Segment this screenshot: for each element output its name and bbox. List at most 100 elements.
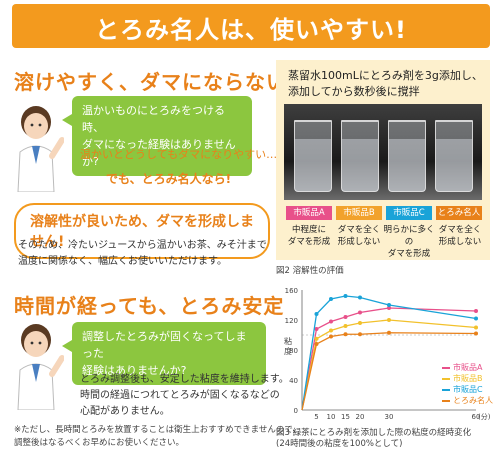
legend-label: 市販品B: [453, 374, 483, 383]
desc-line: ダマを形成: [287, 237, 331, 247]
series-point: [314, 336, 319, 341]
x-unit-label: (分): [478, 412, 490, 421]
caption-line: 蒸留水100mLにとろみ剤を3g添加し、: [288, 69, 483, 82]
series-point: [343, 294, 348, 298]
glass-d: [435, 120, 473, 192]
legend-swatch: [442, 399, 450, 402]
series-point: [329, 297, 333, 301]
bubble-line: 調整したとろみが固くなってしまった: [82, 330, 247, 360]
desc-line: ダマを全く: [438, 225, 482, 235]
body-line: 温度に関係なく、幅広くお使いいただけます。: [18, 256, 227, 267]
series-point: [329, 334, 333, 339]
viscosity-chart: 0 40 80 120 160 5 10 15 20 30 60(分) 粘度: [284, 287, 490, 421]
dama-text: 温かいとどうしてもダマになりやすい…: [80, 148, 278, 161]
legend-item: 市販品C: [442, 384, 493, 395]
section2-body: とろみ調整後も、安定した粘度を維持します。 時間の経過につれてとろみが固くなるな…: [80, 372, 289, 420]
legend-label: 市販品C: [453, 385, 483, 394]
doctor-illustration-2: [17, 324, 64, 410]
section1-body: そのため、冷たいジュースから温かいお茶、みそ汁まで 温度に関係なく、幅広くお使い…: [18, 238, 267, 270]
y-tick-label: 80: [289, 347, 298, 355]
question-bubble-1: 温かいものにとろみをつける時、 ダマになった経験はありませんか?: [62, 96, 252, 176]
doctor-illustration: [17, 106, 64, 192]
series-point: [474, 325, 478, 330]
solubility-callout: 溶解性が良いため、ダマを形成しません!: [14, 203, 270, 259]
x-tick-label: 5: [314, 413, 318, 421]
x-tick-label: 20: [356, 413, 365, 421]
series-point: [343, 315, 348, 319]
series-point: [387, 303, 391, 307]
series-point: [387, 306, 391, 310]
tag-d-desc: ダマを全く 形成しない: [434, 224, 486, 248]
y-tick-label: 40: [289, 377, 298, 385]
series-point: [314, 312, 319, 316]
legend-item: 市販品A: [442, 362, 493, 373]
caption-line: 図3 緑茶にとろみ剤を添加した際の粘度の経時変化: [276, 428, 472, 438]
caption-line: (24時間後の粘度を100%として): [276, 439, 403, 449]
tag-c-desc: 明らかに多くの ダマを形成: [380, 224, 438, 260]
section1-heading: 溶けやすく、ダマにならない: [14, 70, 287, 94]
body-line: 心配がありません。: [80, 406, 170, 417]
series-point: [474, 316, 478, 321]
x-tick-label: 30: [385, 413, 394, 421]
bubble-line: 経験はありませんか?: [82, 364, 187, 377]
series-point: [358, 310, 362, 315]
tag-c: 市販品C: [386, 206, 432, 220]
series-point: [387, 318, 391, 322]
burst-text: でも、とろみ名人なら!: [106, 172, 232, 186]
y-tick-label: 120: [285, 317, 298, 325]
bubble-line: ダマになった経験はありませんか?: [82, 138, 236, 168]
section2-heading: 時間が経っても、とろみ安定: [14, 294, 285, 318]
body-line: そのため、冷たいジュースから温かいお茶、みそ汁まで: [18, 240, 267, 251]
series-point: [343, 332, 348, 337]
tag-d: とろみ名人: [436, 206, 482, 220]
glass-c: [388, 120, 426, 192]
y-axis-label: 粘度: [284, 336, 292, 356]
series-point: [329, 319, 333, 324]
legend-swatch: [442, 366, 450, 369]
chart-legend: 市販品A 市販品B 市販品C とろみ名人: [442, 362, 493, 406]
tag-a: 市販品A: [286, 206, 332, 220]
note-line: 調整後はなるべくお早めにお使いください。: [14, 438, 185, 448]
legend-swatch: [442, 388, 450, 391]
series-point: [343, 324, 348, 328]
body-line: 時間の経過につれてとろみが固くなるなどの: [80, 390, 280, 401]
legend-item: とろみ名人: [442, 395, 493, 406]
legend-label: とろみ名人: [453, 396, 493, 405]
series-point: [358, 321, 362, 325]
top-banner: とろみ名人は、使いやすい!: [12, 4, 490, 48]
note-line: ※ただし、長時間とろみを放置することは衛生上おすすめできませんので、: [14, 425, 302, 435]
desc-line: ダマを全く: [337, 225, 381, 235]
y-tick-label: 0: [294, 407, 298, 415]
legend-label: 市販品A: [453, 363, 483, 372]
tag-a-desc: 中程度に ダマを形成: [283, 224, 335, 248]
x-tick-label: 15: [341, 413, 350, 421]
legend-swatch: [442, 377, 450, 380]
figure3-caption: 図3 緑茶にとろみ剤を添加した際の粘度の経時変化 (24時間後の粘度を100%と…: [276, 428, 471, 450]
photo-panel: 蒸留水100mLにとろみ剤を3g添加し、 添加してから数秒後に撹拌 市販品A 市…: [276, 60, 490, 260]
x-tick-label: 60: [472, 413, 481, 421]
desc-line: ダマを形成: [387, 249, 431, 259]
caption-line: 添加してから数秒後に撹拌: [288, 85, 420, 98]
glass-b: [341, 120, 379, 192]
series-point: [474, 331, 478, 336]
body-line: とろみ調整後も、安定した粘度を維持します。: [80, 374, 289, 385]
desc-line: 形成しない: [337, 237, 381, 247]
series-point: [358, 295, 362, 300]
x-tick-label: 10: [327, 413, 336, 421]
series-point: [358, 332, 362, 337]
glasses-photo: [284, 104, 482, 200]
bubble-line: 温かいものにとろみをつける時、: [82, 104, 225, 134]
y-tick-label: 160: [285, 287, 298, 295]
series-point: [314, 327, 319, 331]
desc-line: 明らかに多くの: [383, 225, 435, 247]
series-point: [329, 328, 333, 333]
tag-b-desc: ダマを全く 形成しない: [333, 224, 385, 248]
glass-a: [294, 120, 332, 192]
series-point: [474, 309, 478, 313]
figure2-caption: 図2 溶解性の評価: [276, 266, 344, 276]
question-bubble-2: 調整したとろみが固くなってしまった 経験はありませんか?: [62, 322, 266, 385]
page-title: とろみ名人は、使いやすい!: [95, 16, 407, 44]
legend-item: 市販品B: [442, 373, 493, 384]
series-point: [387, 330, 391, 335]
tag-b: 市販品B: [336, 206, 382, 220]
